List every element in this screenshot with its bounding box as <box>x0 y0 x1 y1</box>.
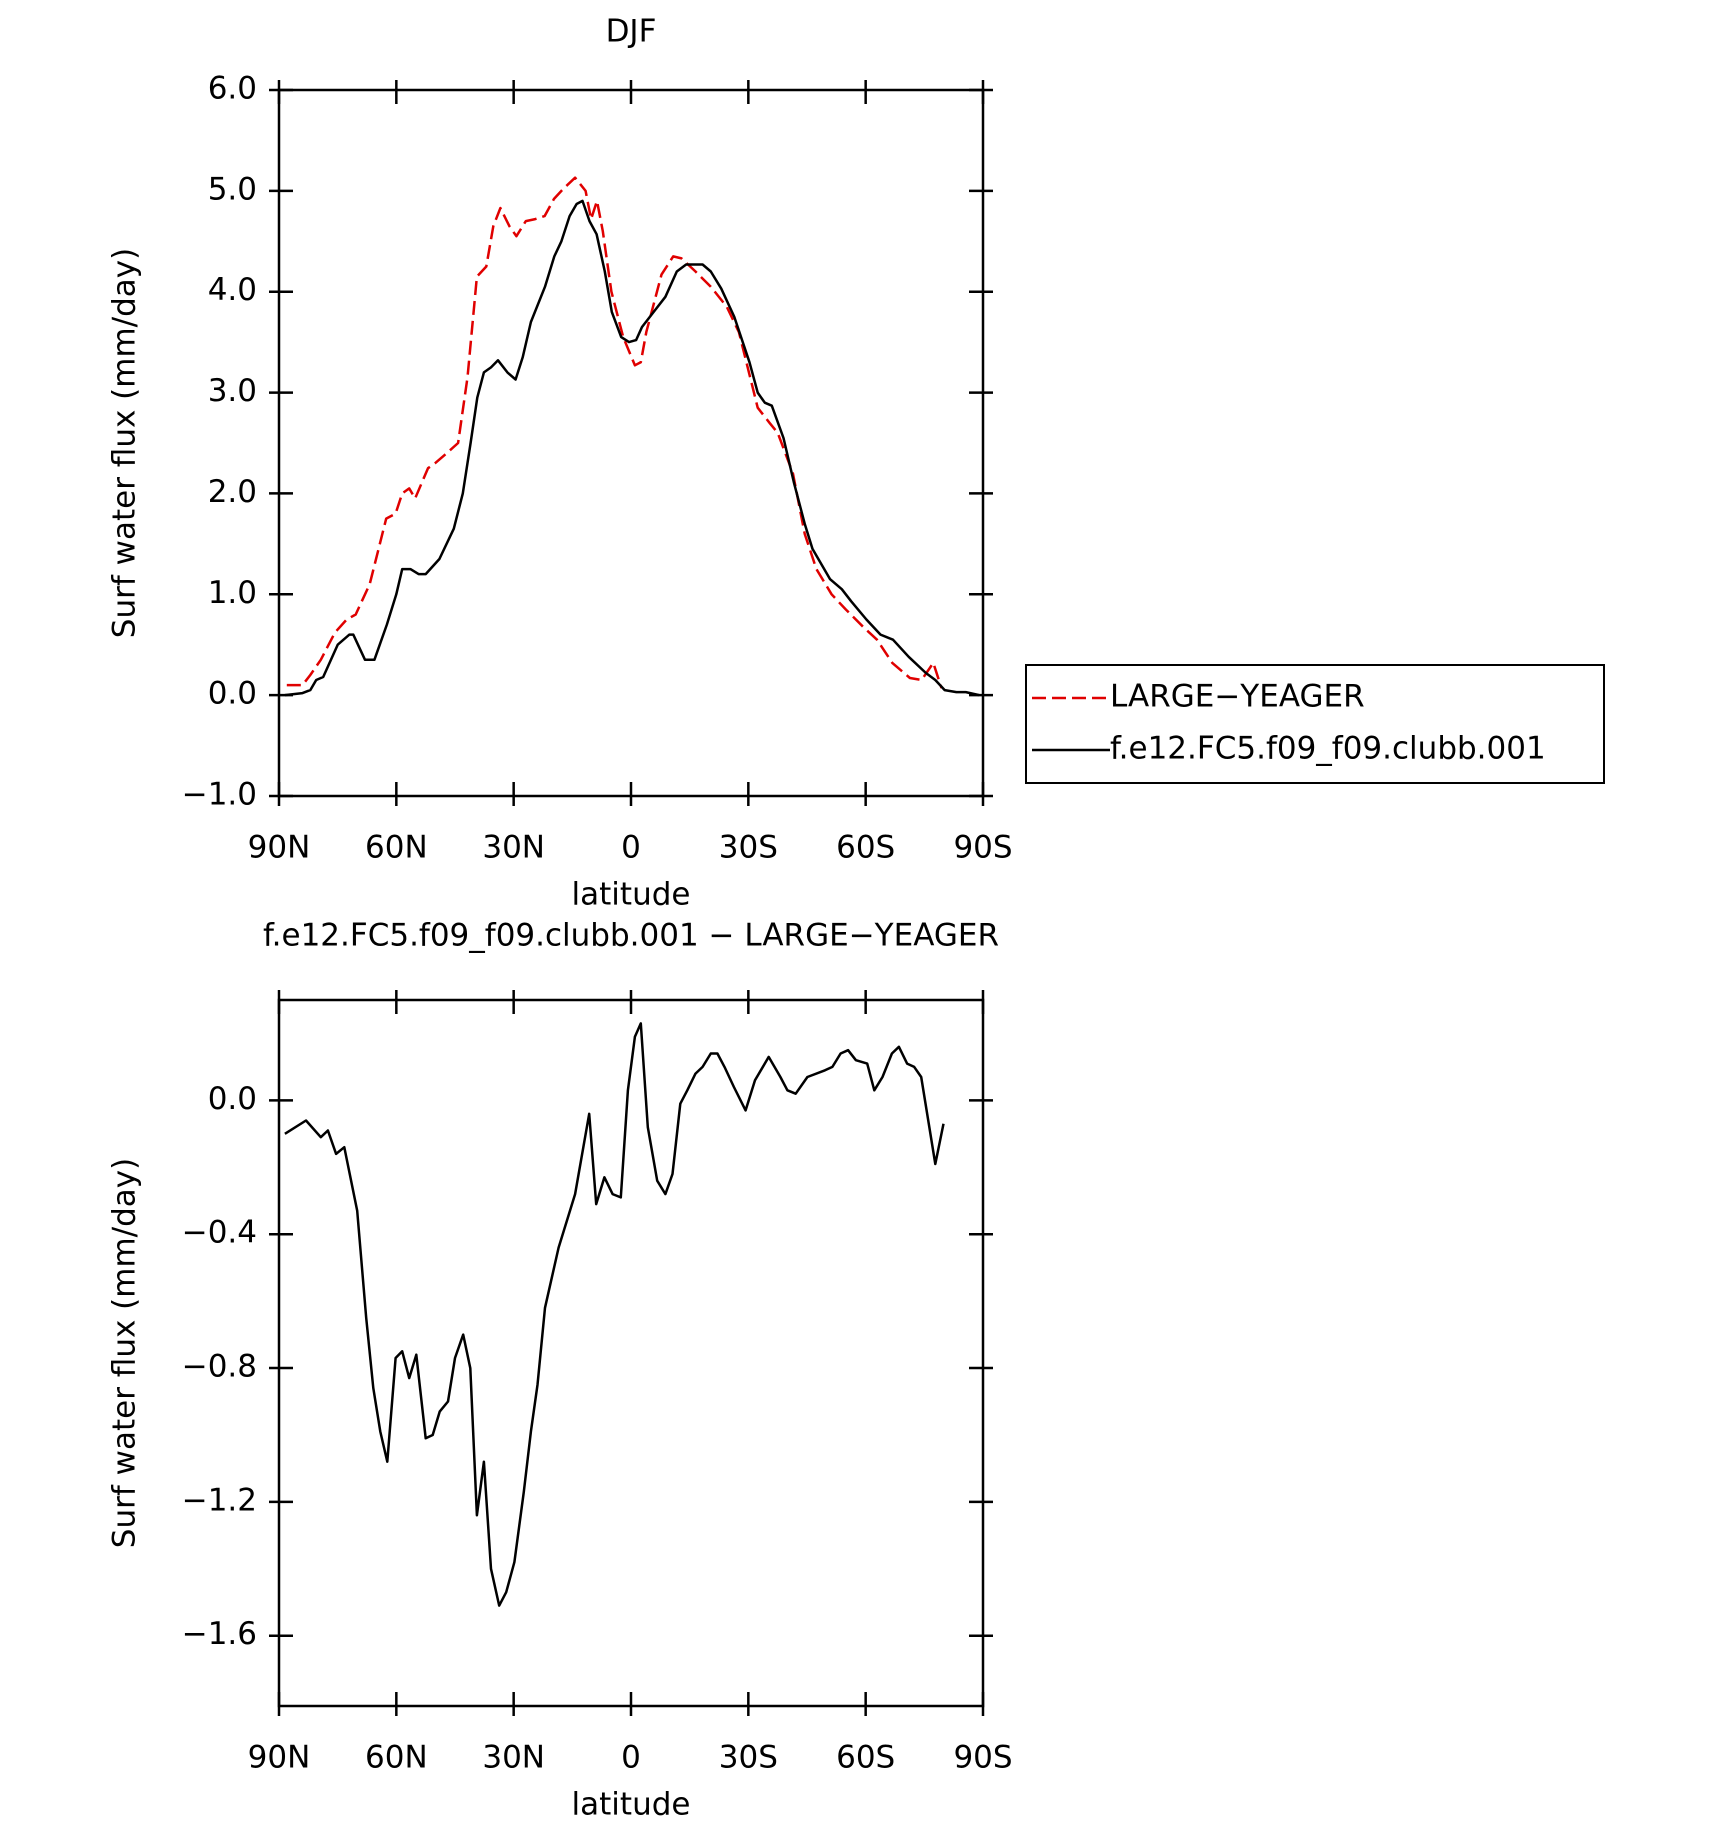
chart-title: f.e12.FC5.f09_f09.clubb.001 − LARGE−YEAG… <box>263 918 999 954</box>
data-line <box>284 199 980 697</box>
y-tick-label: −1.0 <box>182 777 257 813</box>
x-tick-label: 60S <box>836 830 895 866</box>
x-tick-label: 60N <box>365 1740 428 1776</box>
plot-frame <box>277 998 985 1708</box>
legend-box <box>1025 664 1605 784</box>
x-tick-label: 90S <box>953 830 1012 866</box>
y-tick-label: 6.0 <box>208 71 257 107</box>
y-tick-label: −1.6 <box>182 1616 257 1652</box>
x-axis-label: latitude <box>572 877 691 913</box>
x-tick-label: 30N <box>482 1740 545 1776</box>
x-tick-label: 0 <box>621 1740 641 1776</box>
y-tick-label: 3.0 <box>208 373 257 409</box>
x-tick-label: 60N <box>365 830 428 866</box>
x-tick-label: 90N <box>248 830 311 866</box>
x-tick-label: 0 <box>621 830 641 866</box>
y-tick-label: 0.0 <box>208 676 257 712</box>
plot-frame <box>277 88 985 798</box>
y-tick-label: 5.0 <box>208 171 257 207</box>
y-tick-label: −0.4 <box>182 1215 257 1251</box>
y-tick-label: 4.0 <box>208 272 257 308</box>
x-axis-label: latitude <box>572 1787 691 1823</box>
chart-title: DJF <box>606 14 657 50</box>
data-line <box>286 176 943 689</box>
legend-label: f.e12.FC5.f09_f09.clubb.001 <box>1110 731 1546 767</box>
x-tick-label: 30S <box>719 1740 778 1776</box>
y-tick-label: 0.0 <box>208 1081 257 1117</box>
x-tick-label: 30S <box>719 830 778 866</box>
data-line <box>284 1022 945 1607</box>
x-tick-label: 60S <box>836 1740 895 1776</box>
y-tick-label: 2.0 <box>208 474 257 510</box>
y-tick-label: 1.0 <box>208 575 257 611</box>
y-tick-label: −0.8 <box>182 1349 257 1385</box>
x-tick-label: 90S <box>953 1740 1012 1776</box>
y-axis-label: Surf water flux (mm/day) <box>107 1158 143 1548</box>
y-axis-label: Surf water flux (mm/day) <box>107 248 143 638</box>
x-tick-label: 30N <box>482 830 545 866</box>
x-tick-label: 90N <box>248 1740 311 1776</box>
y-tick-label: −1.2 <box>182 1482 257 1518</box>
legend-label: LARGE−YEAGER <box>1110 679 1365 715</box>
